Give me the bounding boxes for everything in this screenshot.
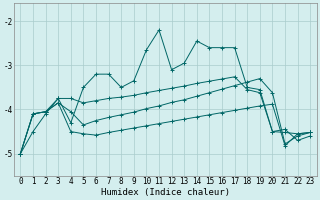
X-axis label: Humidex (Indice chaleur): Humidex (Indice chaleur) [101, 188, 230, 197]
